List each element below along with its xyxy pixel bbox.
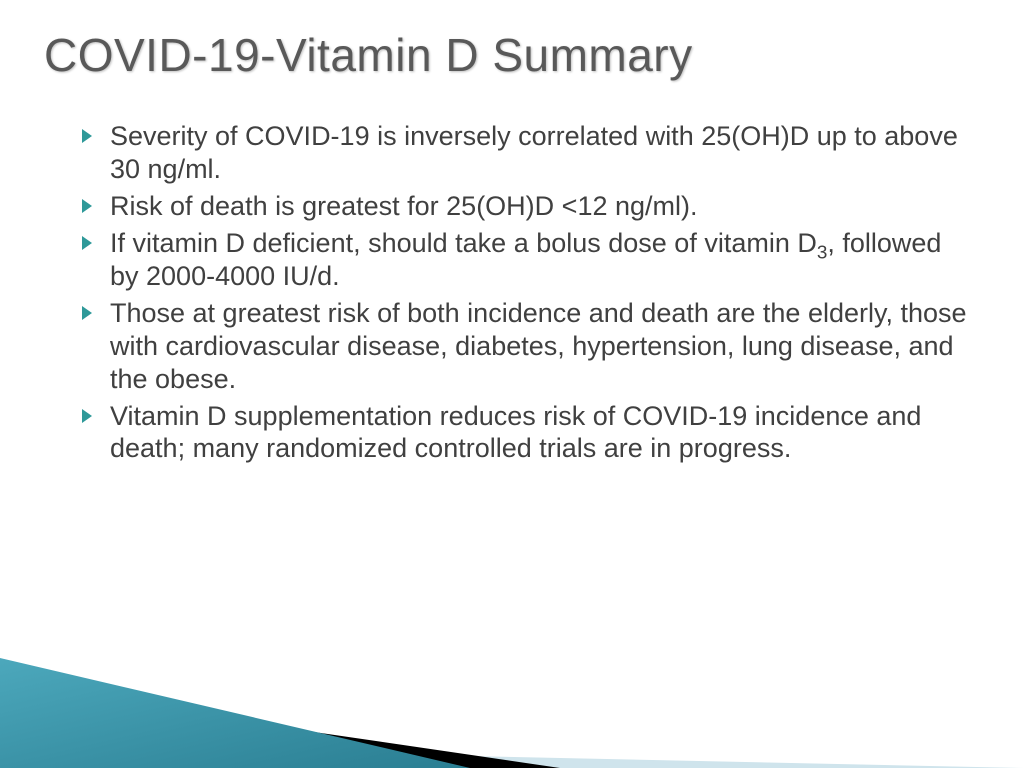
bullet-text: Risk of death is greatest for 25(OH)D <1… [110,191,698,221]
bullet-icon [82,306,92,320]
bullet-icon [82,129,92,143]
subscript: 3 [817,242,828,263]
bullet-text: Vitamin D supplementation reduces risk o… [110,401,921,464]
bullet-icon [82,199,92,213]
bullet-list: Severity of COVID-19 is inversely correl… [82,120,974,465]
slide-title: COVID-19-Vitamin D Summary [44,28,980,82]
bullet-icon [82,236,92,250]
list-item: Those at greatest risk of both incidence… [82,297,974,396]
list-item: Risk of death is greatest for 25(OH)D <1… [82,190,974,223]
list-item: Vitamin D supplementation reduces risk o… [82,400,974,466]
list-item: Severity of COVID-19 is inversely correl… [82,120,974,186]
bullet-text: Severity of COVID-19 is inversely correl… [110,121,958,184]
slide-content: Severity of COVID-19 is inversely correl… [82,120,974,469]
list-item: If vitamin D deficient, should take a bo… [82,227,974,293]
corner-decoration [0,628,1024,768]
bullet-icon [82,409,92,423]
slide: COVID-19-Vitamin D Summary Severity of C… [0,0,1024,768]
bullet-text: Those at greatest risk of both incidence… [110,298,967,394]
bullet-text-pre: If vitamin D deficient, should take a bo… [110,228,817,258]
